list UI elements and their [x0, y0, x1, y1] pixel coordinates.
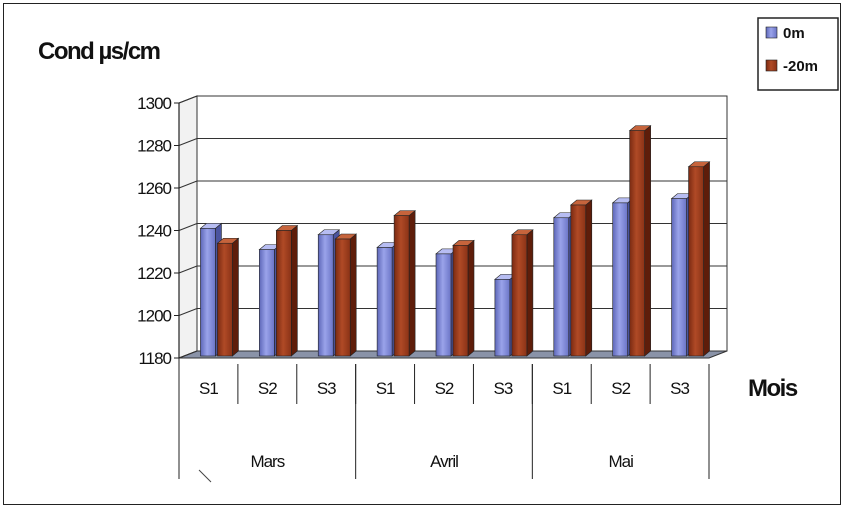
x-axis-label: Mois [748, 375, 798, 402]
x-group-label: Mai [608, 452, 633, 471]
bar-side [291, 224, 298, 357]
bar-front [435, 253, 452, 357]
x-group-label: Avril [430, 452, 458, 471]
gridline-side [178, 180, 198, 189]
bar-side [232, 237, 239, 357]
bar-side [408, 209, 416, 357]
y-tick-label: 1180 [138, 349, 171, 368]
bar-front [553, 217, 570, 357]
bar-side [644, 124, 651, 357]
stray-mark [198, 469, 212, 483]
x-category-label: S1 [199, 379, 218, 398]
category-table: S1 S2 S3 S1 S2 S3 S1 S2 S3 Mars Avril Mai [178, 358, 710, 483]
bar--20m-S1 [393, 209, 416, 357]
bars [199, 124, 711, 357]
bar-side [467, 239, 475, 357]
gridline-side [178, 350, 198, 359]
bar--20m-S2 [275, 224, 299, 357]
legend-swatch [765, 59, 778, 72]
bar-front [334, 238, 351, 357]
bar--20m-S3 [511, 229, 534, 357]
bar--20m-S3 [334, 233, 358, 357]
legend-label: 0m [783, 25, 805, 42]
legend-label: -20m [783, 58, 818, 75]
x-category-label: S2 [435, 379, 454, 398]
gridline-side [178, 95, 198, 104]
y-tick-label: 1240 [137, 222, 171, 241]
x-category-label: S1 [376, 379, 395, 398]
legend-swatch [765, 26, 778, 39]
bar-front [259, 249, 275, 357]
y-tick-label: 1200 [137, 307, 171, 326]
y-tick-label: 1300 [137, 94, 171, 113]
y-tick-labels: 1180 1200 1220 1240 1260 1280 1300 [137, 94, 179, 368]
bar--20m-S1 [216, 237, 240, 357]
y-tick-label: 1260 [137, 179, 171, 198]
legend-box [757, 17, 839, 91]
bar-front [570, 204, 587, 357]
bar-side [585, 199, 593, 357]
x-group-label: Mars [250, 452, 284, 471]
gridline-side [178, 138, 198, 146]
bar-front [317, 234, 334, 357]
y-tick-label: 1280 [137, 137, 171, 156]
bar--20m-S1 [569, 199, 593, 357]
x-category-label: S2 [258, 379, 277, 398]
gridline-side [178, 265, 198, 274]
x-category-label: S3 [493, 379, 512, 398]
bar-front [629, 130, 645, 357]
bar-front [612, 202, 628, 357]
gridline-side [178, 308, 198, 316]
bar--20m-S2 [452, 239, 475, 357]
bar-front [200, 228, 216, 357]
bar-side [349, 233, 357, 357]
bar-side [703, 161, 710, 357]
chart-frame: 1180 1200 1220 1240 1260 1280 1300 S1 S2 S3 S1 S2 S… [3, 3, 841, 505]
bar--20m-S2 [628, 124, 652, 357]
bar-front [276, 230, 292, 357]
x-category-label: S3 [317, 379, 336, 398]
gridline-side [178, 223, 198, 231]
bar-front [217, 242, 233, 357]
bar-front [452, 245, 469, 357]
bar-front [671, 198, 687, 357]
y-tick-label: 1220 [137, 264, 171, 283]
x-category-label: S2 [611, 379, 630, 398]
bar-side [526, 229, 534, 357]
x-category-label: S1 [552, 379, 571, 398]
y-axis-label: Cond µs/cm [38, 38, 160, 65]
bar-front [494, 279, 511, 357]
bar-front [511, 234, 528, 357]
x-category-label: S3 [670, 379, 689, 398]
legend: 0m -20m [757, 17, 839, 91]
bar-front [688, 166, 704, 357]
bar--20m-S3 [687, 161, 711, 357]
bar-front [393, 215, 410, 357]
bar-front [376, 247, 393, 357]
